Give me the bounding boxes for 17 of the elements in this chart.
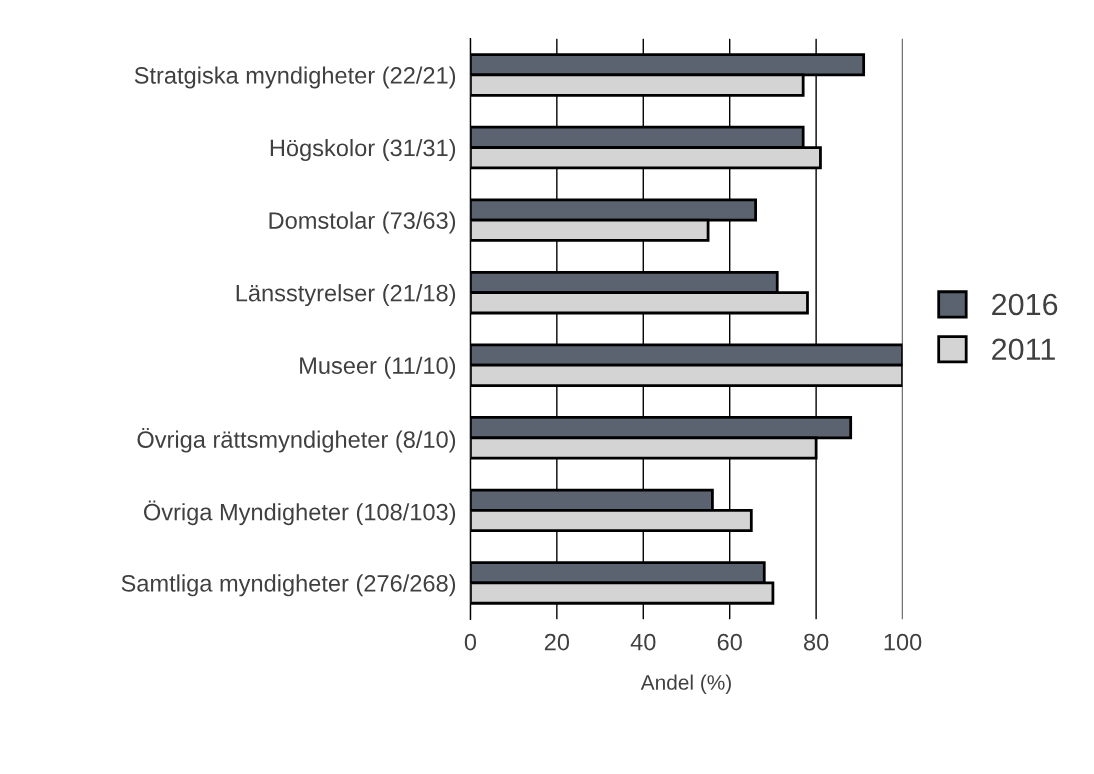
y-tick-label: Samtliga myndigheter (276/268) [121, 574, 456, 597]
x-tick-label: 100 [884, 633, 922, 651]
x-axis-title: Andel (%) [640, 674, 731, 694]
x-tick-label: 40 [630, 633, 656, 651]
x-tick-label: 80 [804, 633, 829, 651]
y-tick-label: Övriga Myndigheter (108/103) [144, 500, 456, 526]
y-tick-label: Domstolar (73/63) [269, 211, 456, 234]
x-tick-label: 20 [544, 633, 570, 651]
y-tick-label: Museer (11/10) [300, 356, 456, 379]
legend-label: 2016 [992, 293, 1058, 316]
y-tick-label: Övriga rättsmyndigheter (8/10) [137, 427, 456, 453]
y-tick-label: Stratgiska myndigheter (22/21) [134, 66, 456, 89]
x-tick-label: 0 [464, 633, 477, 651]
y-tick-label: Högskolor (31/31) [270, 138, 456, 161]
y-tick-label: Länsstyrelser (21/18) [236, 284, 456, 307]
x-tick-label: 60 [717, 633, 742, 651]
legend-label: 2011 [992, 338, 1055, 361]
